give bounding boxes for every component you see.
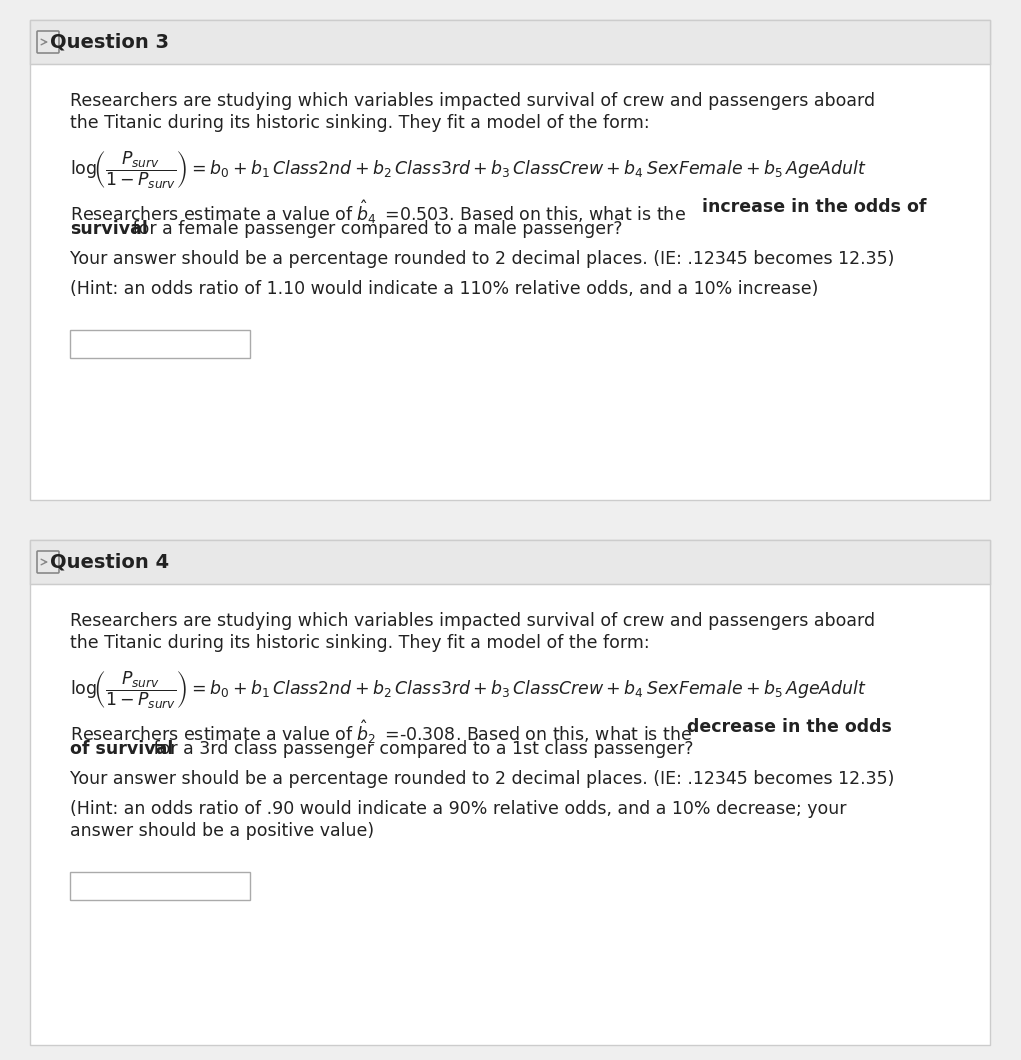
Bar [30, 540, 990, 584]
Text: Researchers estimate a value of $\hat{b}_2\,$ =-0.308. Based on this, what is th: Researchers estimate a value of $\hat{b}… [70, 718, 693, 745]
Bar [70, 330, 250, 358]
Text: the Titanic during its historic sinking. They fit a model of the form:: the Titanic during its historic sinking.… [70, 114, 649, 132]
Text: (Hint: an odds ratio of .90 would indicate a 90% relative odds, and a 10% decrea: (Hint: an odds ratio of .90 would indica… [70, 800, 846, 818]
FancyBboxPatch shape [37, 31, 59, 53]
Text: Question 3: Question 3 [50, 33, 169, 52]
Text: Your answer should be a percentage rounded to 2 decimal places. (IE: .12345 beco: Your answer should be a percentage round… [70, 250, 894, 268]
Text: Your answer should be a percentage rounded to 2 decimal places. (IE: .12345 beco: Your answer should be a percentage round… [70, 770, 894, 788]
Text: of survival: of survival [70, 740, 174, 758]
Text: decrease in the odds: decrease in the odds [687, 718, 892, 736]
Text: (Hint: an odds ratio of 1.10 would indicate a 110% relative odds, and a 10% incr: (Hint: an odds ratio of 1.10 would indic… [70, 280, 819, 298]
Text: for a female passenger compared to a male passenger?: for a female passenger compared to a mal… [127, 220, 623, 238]
Text: increase in the odds of: increase in the odds of [702, 198, 926, 216]
Text: the Titanic during its historic sinking. They fit a model of the form:: the Titanic during its historic sinking.… [70, 634, 649, 652]
Bar [30, 20, 990, 500]
Text: Researchers estimate a value of $\hat{b}_4\,$ =0.503. Based on this, what is the: Researchers estimate a value of $\hat{b}… [70, 198, 687, 226]
Text: for a 3rd class passenger compared to a 1st class passenger?: for a 3rd class passenger compared to a … [148, 740, 693, 758]
FancyBboxPatch shape [37, 551, 59, 573]
Text: answer should be a positive value): answer should be a positive value) [70, 822, 374, 840]
Bar [30, 540, 990, 1045]
Text: Researchers are studying which variables impacted survival of crew and passenger: Researchers are studying which variables… [70, 92, 875, 110]
Text: Question 4: Question 4 [50, 552, 169, 571]
Text: survival: survival [70, 220, 148, 238]
Bar [30, 20, 990, 64]
Text: Researchers are studying which variables impacted survival of crew and passenger: Researchers are studying which variables… [70, 612, 875, 630]
Text: $\mathrm{log}\!\left(\dfrac{P_{surv}}{1-P_{surv}}\right) = b_0 + b_1\,Class2nd +: $\mathrm{log}\!\left(\dfrac{P_{surv}}{1-… [70, 151, 867, 192]
Text: $\mathrm{log}\!\left(\dfrac{P_{surv}}{1-P_{surv}}\right) = b_0 + b_1\,Class2nd +: $\mathrm{log}\!\left(\dfrac{P_{surv}}{1-… [70, 670, 867, 711]
Bar [70, 872, 250, 900]
